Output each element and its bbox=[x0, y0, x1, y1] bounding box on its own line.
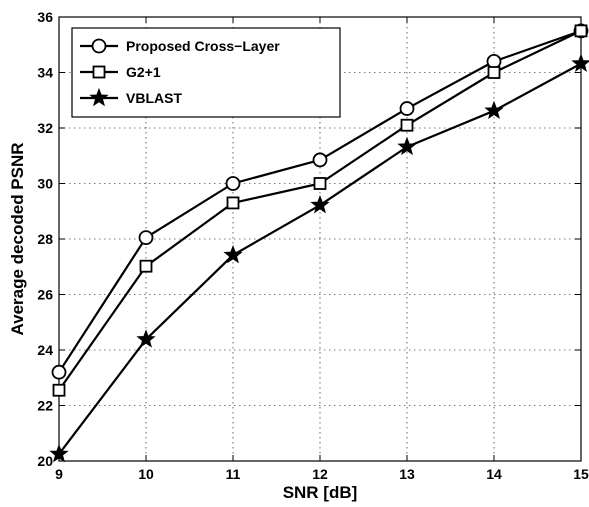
data-point-star bbox=[397, 136, 417, 156]
y-axis-label: Average decoded PSNR bbox=[8, 142, 27, 335]
data-point-star bbox=[49, 443, 69, 463]
legend-marker-circle bbox=[91, 38, 107, 54]
x-axis-label: SNR [dB] bbox=[283, 483, 358, 502]
x-tick-label: 15 bbox=[573, 466, 589, 482]
legend-entry: G2+1 bbox=[80, 64, 161, 80]
y-tick-label: 22 bbox=[37, 398, 53, 414]
data-point-star bbox=[136, 329, 156, 348]
legend-marker-square bbox=[92, 65, 106, 79]
series-group bbox=[49, 23, 589, 463]
legend-entry: VBLAST bbox=[80, 87, 182, 107]
data-point-circle bbox=[138, 230, 154, 246]
data-point-circle bbox=[51, 364, 67, 380]
y-tick-label: 28 bbox=[37, 231, 53, 247]
x-tick-label: 13 bbox=[399, 466, 415, 482]
data-point-star bbox=[484, 100, 504, 119]
data-point-star bbox=[571, 53, 589, 72]
data-point-square bbox=[226, 196, 240, 210]
y-tick-label: 20 bbox=[37, 453, 53, 469]
data-point-square bbox=[139, 259, 153, 273]
y-tick-label: 34 bbox=[37, 65, 53, 81]
y-tick-label: 30 bbox=[37, 176, 53, 192]
y-tick-label: 32 bbox=[37, 120, 53, 136]
data-point-star bbox=[310, 195, 330, 214]
data-point-circle bbox=[399, 101, 415, 116]
data-point-square bbox=[400, 118, 414, 132]
legend-label: Proposed Cross−Layer bbox=[126, 38, 280, 54]
y-tick-label: 36 bbox=[37, 9, 53, 25]
data-point-star bbox=[223, 244, 243, 264]
series-star bbox=[49, 53, 589, 463]
data-point-square bbox=[313, 177, 327, 190]
x-tick-label: 11 bbox=[226, 466, 241, 482]
legend-label: G2+1 bbox=[126, 64, 161, 80]
legend: Proposed Cross−Layer G2+1 VBLAST bbox=[71, 27, 341, 118]
data-point-square bbox=[487, 66, 501, 79]
data-point-circle bbox=[486, 54, 502, 69]
data-point-square bbox=[574, 24, 588, 38]
y-tick-label: 26 bbox=[37, 287, 53, 303]
x-tick-label: 9 bbox=[55, 466, 63, 482]
legend-entry: Proposed Cross−Layer bbox=[80, 38, 280, 54]
data-point-circle bbox=[225, 176, 241, 191]
data-point-circle bbox=[312, 152, 328, 168]
legend-marker-star bbox=[89, 87, 109, 107]
x-tick-label: 14 bbox=[486, 466, 502, 482]
legend-label: VBLAST bbox=[126, 90, 182, 106]
series-square bbox=[52, 24, 588, 397]
x-tick-label: 10 bbox=[138, 466, 154, 482]
x-tick-label: 12 bbox=[312, 466, 328, 482]
data-point-square bbox=[52, 383, 66, 397]
y-tick-label: 24 bbox=[37, 342, 53, 358]
axis-ticks: 9 10 11 12 13 14 15 20 22 24 26 28 30 32 34 36 bbox=[37, 9, 589, 482]
